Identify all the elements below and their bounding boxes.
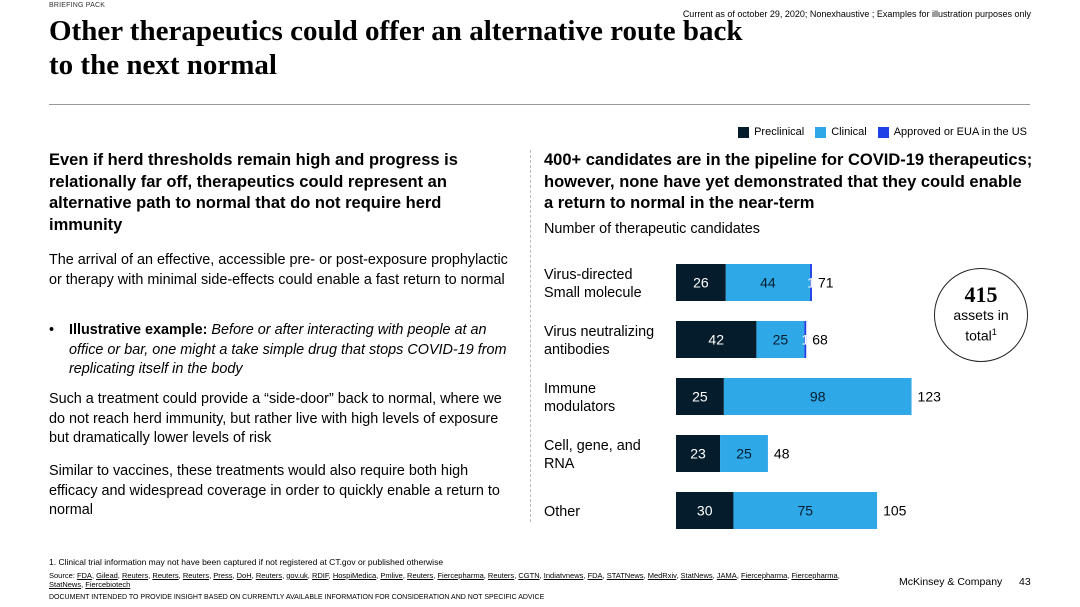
total-assets-value: 415: [964, 282, 998, 307]
bar-total-label: 71: [818, 275, 834, 291]
source-link[interactable]: Fiercebiotech: [85, 580, 131, 589]
bar-clinical-4: [733, 492, 878, 529]
sources: Source: FDA, Gilead, Reuters, Reuters, R…: [49, 571, 840, 589]
bullet-example-text: Before or after interacting with people …: [69, 322, 507, 377]
page-title: Other therapeutics could offer an altern…: [49, 15, 743, 81]
bar-approved-or-eua-in-the-us-0: [810, 264, 812, 301]
legend-label: Clinical: [831, 126, 867, 138]
source-link[interactable]: Press: [213, 571, 233, 580]
legend-swatch: [877, 126, 889, 138]
total-assets-label-line1: assets in: [953, 307, 1009, 323]
source-link[interactable]: Fiercepharma: [437, 571, 484, 580]
bar-preclinical-4: [676, 492, 734, 529]
column-divider: [530, 150, 531, 522]
bar-value-label: 23: [690, 446, 706, 462]
source-link[interactable]: JAMA: [716, 571, 737, 580]
bar-value-label: 44: [760, 275, 776, 291]
right-heading: 400+ candidates are in the pipeline for …: [544, 151, 1033, 212]
source-link[interactable]: CGTN: [518, 571, 540, 580]
legend-label: Preclinical: [754, 126, 805, 138]
source-link[interactable]: StatNews: [49, 580, 82, 589]
illustrative-example-bullet: • Illustrative example: Before or after …: [49, 321, 519, 380]
source-link[interactable]: Reuters: [255, 571, 283, 580]
footnote: 1. Clinical trial information may not ha…: [49, 557, 444, 567]
source-link[interactable]: Gilead: [96, 571, 118, 580]
category-label: Virus-directed Small molecule: [544, 266, 642, 301]
intro-paragraph: The arrival of an effective, accessible …: [49, 252, 508, 288]
source-link[interactable]: MedRxiv: [647, 571, 677, 580]
source-link[interactable]: RDIF: [311, 571, 329, 580]
bar-total-label: 68: [812, 332, 828, 348]
source-link[interactable]: FDA: [76, 571, 92, 580]
bar-total-label: 48: [774, 446, 790, 462]
category-label: Immune modulators: [544, 380, 616, 415]
total-assets-label-line2: total: [965, 327, 992, 344]
bar-value-label: 25: [736, 446, 752, 462]
bar-value-label: 75: [797, 503, 813, 519]
source-link[interactable]: STATNews: [606, 571, 644, 580]
legend-item-0: Preclinical: [738, 126, 804, 138]
bar-value-label: 30: [697, 503, 713, 519]
bar-value-label: 42: [708, 332, 724, 348]
brand-name: McKinsey & Company: [899, 576, 1003, 588]
legend-swatch: [815, 126, 827, 138]
legend-item-2: Approved or EUA in the US: [877, 126, 1027, 138]
bar-value-label: 25: [773, 332, 789, 348]
bullet-label: Illustrative example:: [69, 322, 208, 338]
bar-value-label: 26: [693, 275, 709, 291]
bar-clinical-1: [756, 321, 805, 358]
chart-subtitle: Number of therapeutic candidates: [544, 221, 760, 237]
bar-clinical-0: [725, 264, 811, 301]
page-number: 43: [1019, 576, 1031, 588]
bar-clinical-2: [723, 378, 912, 415]
source-link[interactable]: Fiercepharma: [740, 571, 788, 580]
left-heading: Even if herd thresholds remain high and …: [49, 151, 458, 234]
bar-preclinical-2: [676, 378, 724, 415]
bar-total-label: 123: [918, 389, 942, 405]
source-link[interactable]: HospiMedica: [332, 571, 377, 580]
bar-clinical-3: [720, 435, 768, 472]
bar-preclinical-3: [676, 435, 721, 472]
total-assets-callout: 415 assets in total1: [934, 268, 1028, 362]
currency-note: Current as of october 29, 2020; Nonexhau…: [682, 9, 1031, 19]
legend-swatch: [738, 126, 750, 138]
category-label: Virus neutralizing antibodies: [544, 323, 655, 358]
bar-approved-or-eua-in-the-us-1: [804, 321, 807, 358]
source-link[interactable]: Indiatvnews: [543, 571, 584, 580]
source-link[interactable]: Reuters: [407, 571, 434, 580]
category-label: Other: [544, 503, 580, 520]
bar-value-label: 1: [807, 275, 815, 291]
source-link[interactable]: Reuters: [121, 571, 149, 580]
source-link[interactable]: StatNews: [680, 571, 713, 580]
source-label: Source:: [49, 571, 77, 580]
source-link[interactable]: Pmlive: [380, 571, 403, 580]
bar-preclinical-0: [676, 264, 726, 301]
source-link[interactable]: Reuters: [152, 571, 179, 580]
briefing-pack-label: BRIEFING PACK: [49, 2, 106, 9]
source-link[interactable]: Reuters: [487, 571, 515, 580]
side-door-paragraph: Such a treatment could provide a “side-d…: [49, 391, 502, 446]
legend-item-1: Clinical: [815, 126, 867, 138]
bar-value-label: 25: [692, 389, 708, 405]
source-link[interactable]: Reuters: [182, 571, 210, 580]
total-footnote-marker: 1: [991, 327, 997, 337]
title-divider: [49, 104, 1030, 105]
category-label: Cell, gene, and RNA: [544, 437, 641, 472]
bar-total-label: 105: [883, 503, 907, 519]
vaccines-paragraph: Similar to vaccines, these treatments wo…: [49, 463, 500, 518]
disclaimer: DOCUMENT INTENDED TO PROVIDE INSIGHT BAS…: [49, 594, 545, 601]
source-link[interactable]: Fiercepharma: [791, 571, 838, 580]
source-link[interactable]: gov.uk: [286, 571, 308, 580]
source-link[interactable]: FDA: [587, 571, 603, 580]
bar-value-label: 98: [810, 389, 826, 405]
bar-value-label: 1: [801, 332, 809, 348]
bar-preclinical-1: [676, 321, 757, 358]
legend-label: Approved or EUA in the US: [893, 126, 1027, 138]
bullet-icon: •: [49, 322, 55, 338]
chart-legend: Preclinical Clinical Approved or EUA in th…: [727, 126, 1027, 138]
source-link[interactable]: DoH: [236, 571, 252, 580]
